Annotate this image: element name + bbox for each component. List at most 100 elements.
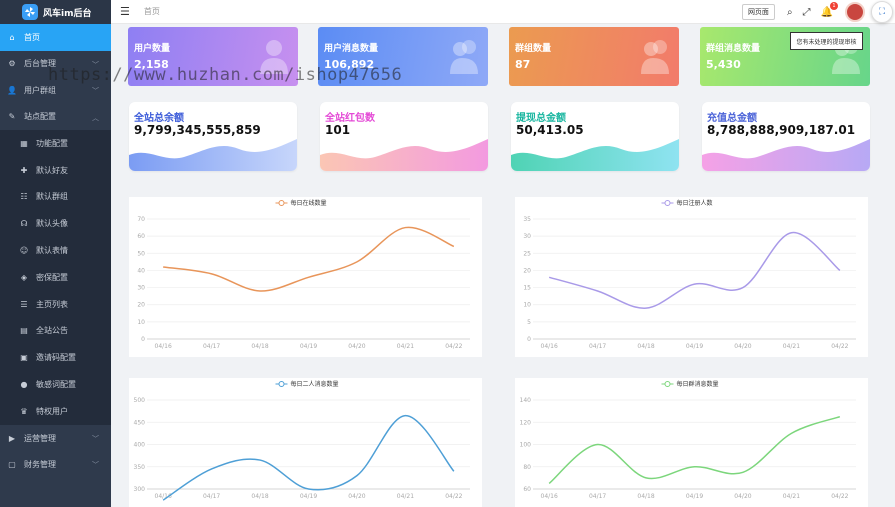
y-tick-label: 50 xyxy=(137,250,145,257)
x-tick-label: 04/19 xyxy=(686,493,703,500)
sidebar-item-label: 后台管理 xyxy=(24,59,56,69)
y-tick-label: 30 xyxy=(137,285,145,292)
group-icon: ☷ xyxy=(20,192,28,202)
x-tick-label: 04/18 xyxy=(637,493,654,500)
sidebar-item-bottom-1[interactable]: ▢ 财务管理 ﹀ xyxy=(0,451,111,478)
sidebar-item-main-3[interactable]: ✎ 站点配置 ︿ xyxy=(0,104,111,131)
x-tick-label: 04/21 xyxy=(783,493,800,500)
series-line[interactable] xyxy=(548,415,841,485)
chevron-down-icon: ﹀ xyxy=(92,60,99,69)
x-tick-label: 04/21 xyxy=(783,343,800,350)
chart-panel-online: 每日在线数量 0 10 20 30 40 50 60 70 04/16 04/17 04/18 04/1… xyxy=(129,197,482,357)
sidebar-item-sub-3[interactable]: ☊ 默认头像 xyxy=(0,210,111,237)
wave-label: 全站总余额 xyxy=(134,113,184,124)
x-tick-label: 04/22 xyxy=(445,343,462,350)
notice-icon: ▤ xyxy=(20,326,28,336)
scan-icon[interactable]: ⛶ xyxy=(871,1,893,23)
y-tick-label: 15 xyxy=(523,285,531,292)
stat-label: 用户数量 xyxy=(134,44,171,54)
stat-label: 用户消息数量 xyxy=(324,44,379,54)
y-tick-label: 5 xyxy=(527,319,531,326)
stat-card-user-messages[interactable]: 用户消息数量 106,892 xyxy=(318,27,488,86)
sidebar-item-sub-4[interactable]: ☺ 默认表情 xyxy=(0,237,111,264)
sidebar-item-main-2[interactable]: 👤 用户群组 ﹀ xyxy=(0,77,111,104)
line-chart: 每日群消息数量 60 80 100 120 140 04/16 04/17 04/18 04/19… xyxy=(520,380,856,500)
fullscreen-icon[interactable]: ⤢ xyxy=(802,6,811,18)
series-line[interactable] xyxy=(162,414,455,501)
x-tick-label: 04/21 xyxy=(397,343,414,350)
avatar[interactable] xyxy=(845,2,865,22)
logo-text: 风车im后台 xyxy=(43,8,92,19)
home-icon: ⌂ xyxy=(9,32,15,42)
x-tick-label: 04/20 xyxy=(348,343,365,350)
sidebar-item-sub-1[interactable]: ✚ 默认好友 xyxy=(0,157,111,184)
x-tick-label: 04/16 xyxy=(155,343,172,350)
sidebar-item-sub-10[interactable]: ♛ 特权用户 xyxy=(0,398,111,425)
sidebar-item-label: 首页 xyxy=(24,32,40,42)
x-tick-label: 04/18 xyxy=(251,343,268,350)
chevron-down-icon: ﹀ xyxy=(92,434,99,443)
sidebar-item-label: 特权用户 xyxy=(36,406,68,416)
sidebar-item-sub-9[interactable]: ● 敏感词配置 xyxy=(0,371,111,398)
sidebar-item-label: 敏感词配置 xyxy=(36,380,76,390)
sidebar-item-bottom-0[interactable]: ▶ 运营管理 ﹀ xyxy=(0,425,111,452)
y-tick-label: 70 xyxy=(137,216,145,223)
alert-icon: ● xyxy=(20,380,28,390)
line-chart: 每日二人消息数量 300 350 400 450 500 04/16 04/17 04/18 04… xyxy=(134,380,470,501)
crown-icon: ♛ xyxy=(20,406,28,416)
y-tick-label: 10 xyxy=(523,302,531,309)
sidebar-item-main-0[interactable]: ⌂ 首页 xyxy=(0,24,111,51)
x-tick-label: 04/17 xyxy=(589,343,606,350)
x-tick-label: 04/20 xyxy=(734,493,751,500)
wave-value: 9,799,345,555,859 xyxy=(134,123,261,137)
legend-label[interactable]: 每日群消息数量 xyxy=(677,380,719,388)
x-tick-label: 04/18 xyxy=(637,343,654,350)
group-icon xyxy=(641,40,669,74)
wave-label: 提现总金额 xyxy=(516,113,566,124)
legend-marker-dot xyxy=(278,381,285,387)
breadcrumb[interactable]: 首页 xyxy=(143,7,160,16)
sidebar-item-sub-7[interactable]: ▤ 全站公告 xyxy=(0,318,111,345)
logo[interactable]: 风车im后台 xyxy=(0,0,111,24)
sidebar-item-sub-6[interactable]: ☰ 主页列表 xyxy=(0,291,111,318)
sidebar-item-sub-5[interactable]: ◈ 密保配置 xyxy=(0,264,111,291)
legend-marker-dot xyxy=(278,200,285,206)
wave-shape xyxy=(320,139,488,171)
y-tick-label: 450 xyxy=(134,419,146,426)
wave-card-total-balance: 全站总余额 9,799,345,555,859 xyxy=(129,102,297,171)
search-icon[interactable]: ⌕ xyxy=(786,6,793,18)
x-tick-label: 04/18 xyxy=(251,493,268,500)
sidebar-item-label: 主页列表 xyxy=(36,299,68,309)
withdraw-tooltip: 您有未处理的提现审核 xyxy=(790,32,863,50)
chart-panel-private-messages: 每日二人消息数量 300 350 400 450 500 04/16 04/17 04/18 04… xyxy=(129,378,482,507)
wrench-icon: ✎ xyxy=(8,112,16,122)
sidebar-item-label: 站点配置 xyxy=(24,112,56,122)
y-tick-label: 60 xyxy=(137,233,145,240)
y-tick-label: 500 xyxy=(134,397,146,404)
x-tick-label: 04/17 xyxy=(203,343,220,350)
smile-icon: ☺ xyxy=(19,246,29,256)
wave-card-recharges: 充值总金额 8,788,888,909,187.01 xyxy=(702,102,870,171)
y-tick-label: 10 xyxy=(137,319,145,326)
x-tick-label: 04/22 xyxy=(445,493,462,500)
sidebar-item-sub-0[interactable]: ▦ 功能配置 xyxy=(0,130,111,157)
front-page-button[interactable]: 网页面 xyxy=(741,4,775,20)
sidebar-item-sub-2[interactable]: ☷ 默认群组 xyxy=(0,184,111,211)
notification-bell-icon[interactable]: 🔔 1 xyxy=(821,1,838,18)
sidebar-item-sub-8[interactable]: ▣ 邀请码配置 xyxy=(0,344,111,371)
stat-card-users[interactable]: 用户数量 2,158 xyxy=(128,27,298,86)
chart-icon: ▶ xyxy=(8,433,16,443)
notification-badge: 1 xyxy=(830,1,838,10)
y-tick-label: 100 xyxy=(520,442,532,449)
legend-marker-dot xyxy=(664,381,671,387)
series-line[interactable] xyxy=(163,226,455,292)
stat-card-groups[interactable]: 群组数量 87 xyxy=(509,27,679,86)
legend-label[interactable]: 每日在线数量 xyxy=(291,199,327,207)
y-tick-label: 0 xyxy=(527,336,531,343)
legend-label[interactable]: 每日二人消息数量 xyxy=(291,380,339,388)
sidebar-item-main-1[interactable]: ⚙ 后台管理 ﹀ xyxy=(0,51,111,78)
legend-label[interactable]: 每日注册人数 xyxy=(677,199,713,207)
menu-toggle-icon[interactable]: ☰ xyxy=(120,5,130,18)
sidebar-item-label: 全站公告 xyxy=(36,326,68,336)
x-tick-label: 04/19 xyxy=(686,343,703,350)
